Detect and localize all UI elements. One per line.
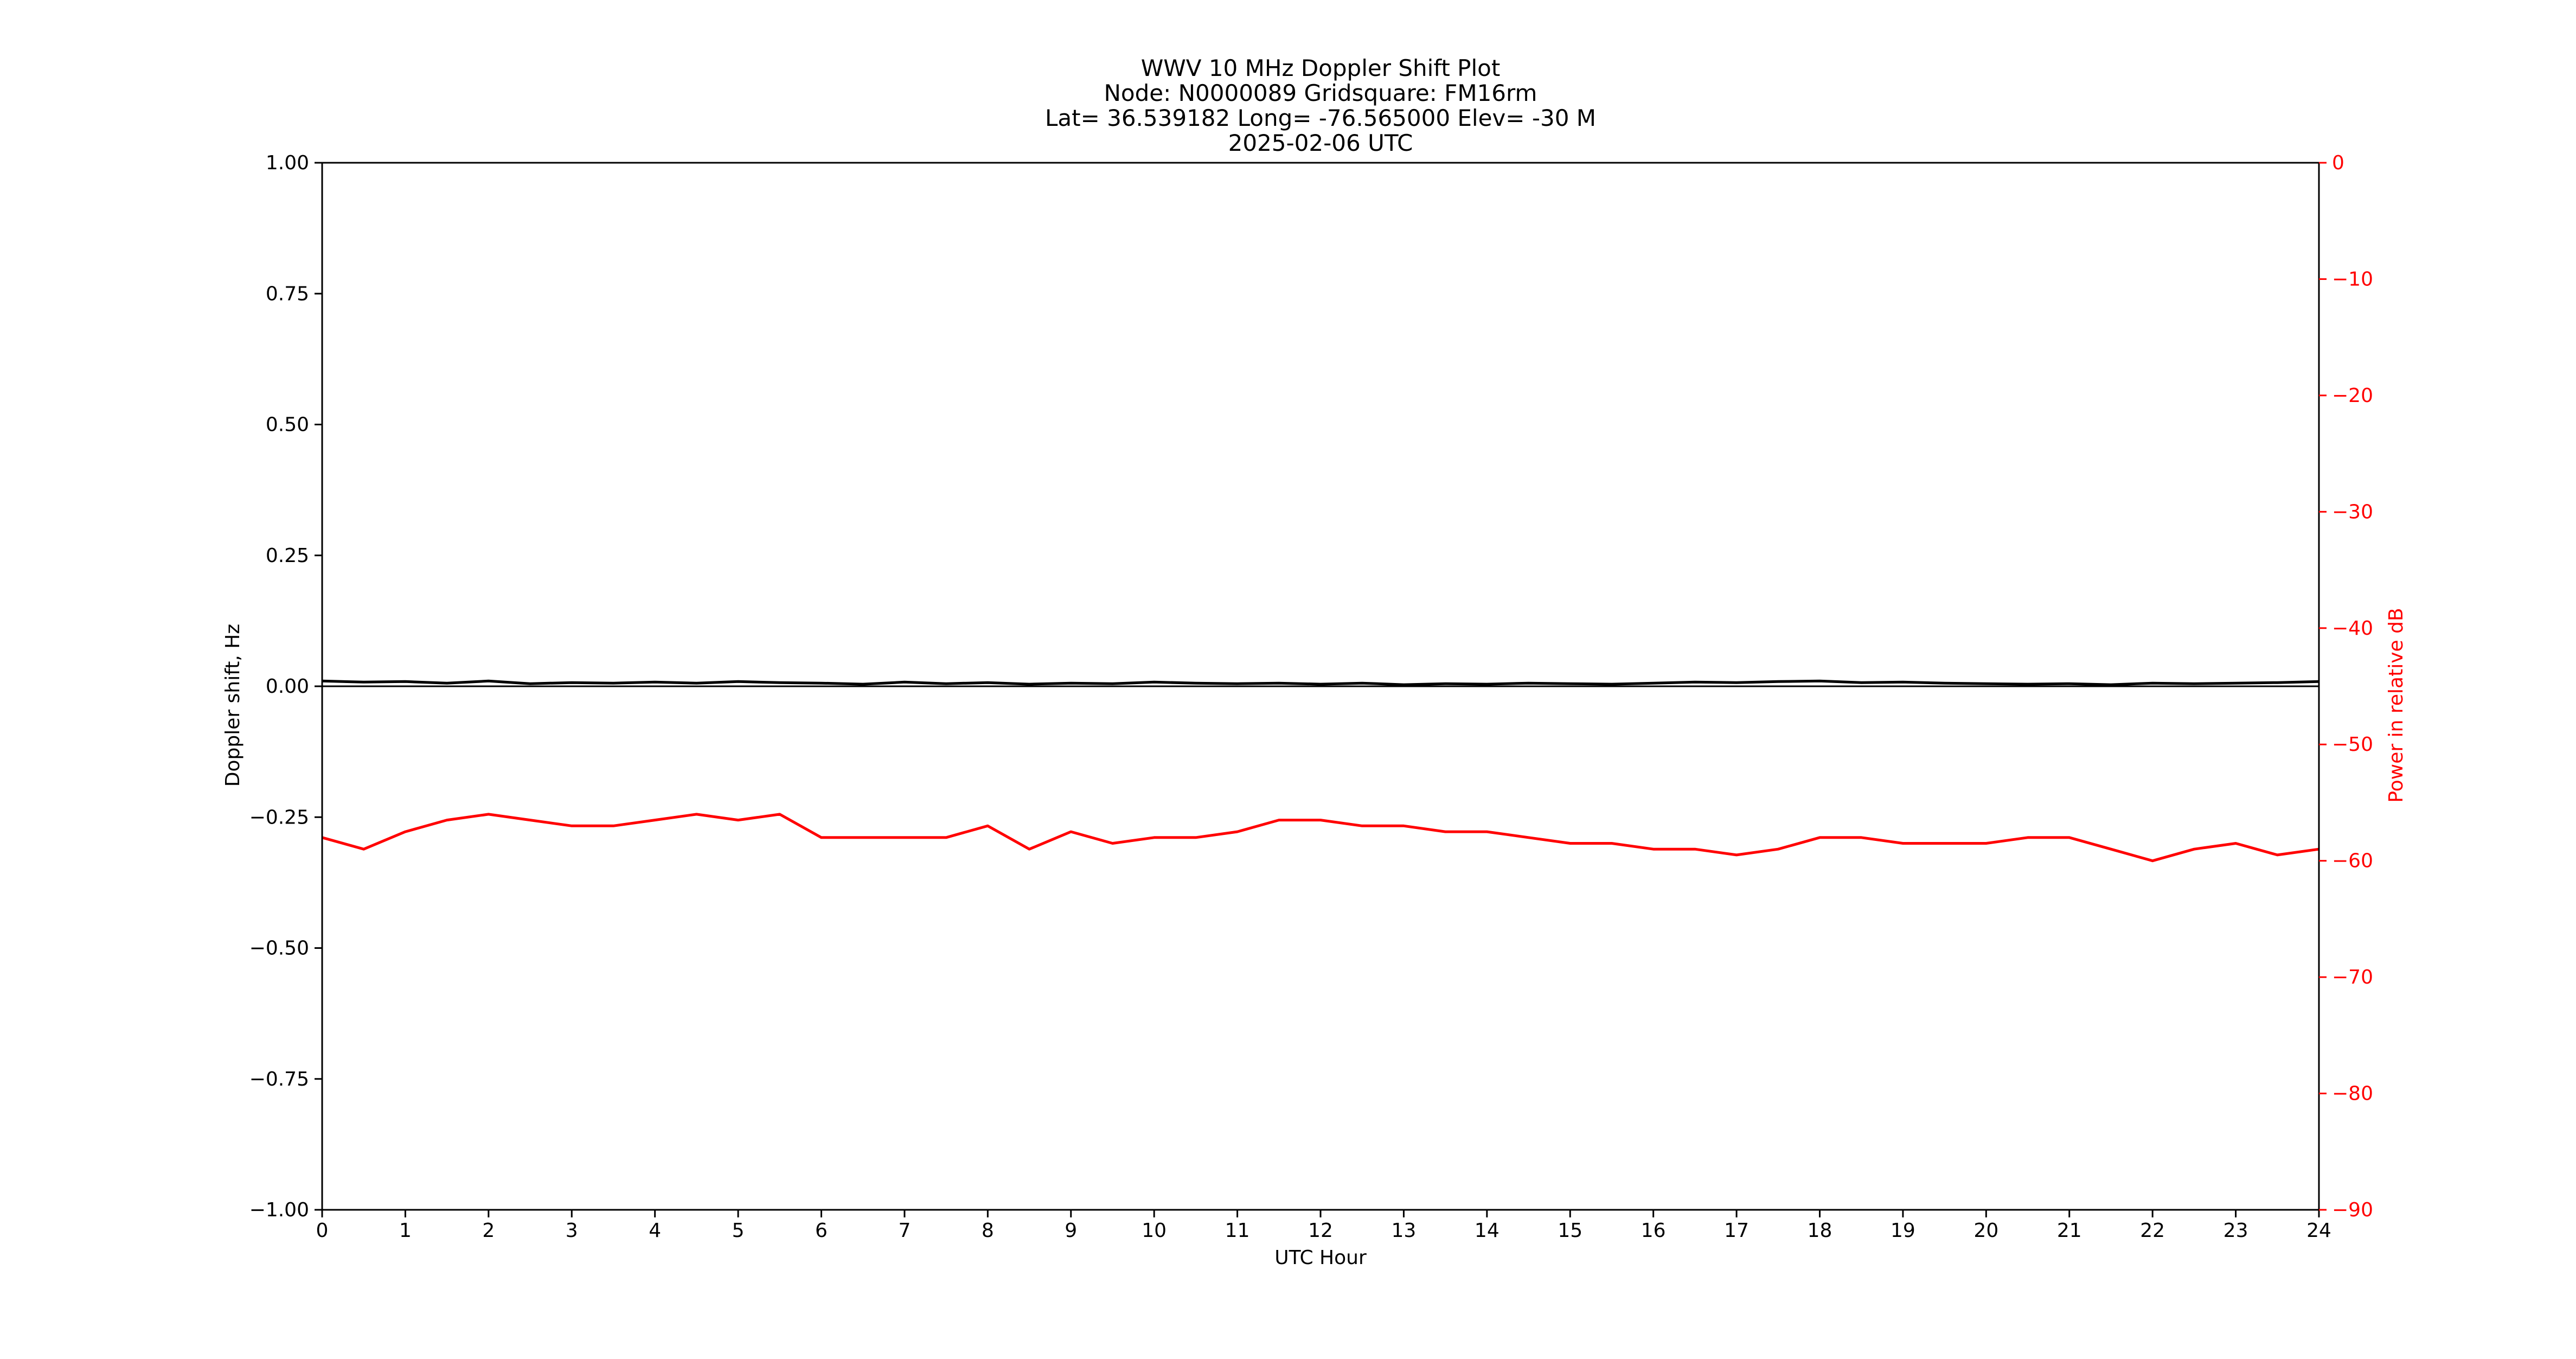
x-tick-label: 24 (2306, 1220, 2331, 1242)
y2-tick-label: −80 (2332, 1083, 2373, 1105)
chart-title: WWV 10 MHz Doppler Shift Plot Node: N000… (1045, 55, 1596, 156)
y2-tick-label: −30 (2332, 501, 2373, 523)
y2-tick-label: −60 (2332, 850, 2373, 872)
x-tick-label: 12 (1308, 1220, 1333, 1242)
power-series-line (322, 813, 2319, 863)
y2-tick-label: 0 (2332, 152, 2344, 174)
x-tick-label: 19 (1891, 1220, 1915, 1242)
x-tick-label: 4 (649, 1220, 661, 1242)
y2-tick-label: −10 (2332, 268, 2373, 290)
plot-area: 0 1 2 3 4 5 6 7 8 9 10 11 12 13 14 15 16 17 18 19 20 21 22 23 24… (249, 152, 2373, 1242)
x-tick-label: 1 (399, 1220, 412, 1242)
x-tick-label: 22 (2140, 1220, 2165, 1242)
x-tick-label: 16 (1641, 1220, 1666, 1242)
x-tick-label: 18 (1808, 1220, 1832, 1242)
x-tick-label: 6 (815, 1220, 828, 1242)
title-line-4: 2025-02-06 UTC (1228, 130, 1413, 156)
x-tick-label: 13 (1392, 1220, 1417, 1242)
x-tick-label: 8 (982, 1220, 994, 1242)
y2-tick-label: −40 (2332, 617, 2373, 640)
doppler-series-line (322, 679, 2319, 686)
y-tick-label: 0.25 (266, 545, 309, 567)
y-tick-label: −1.00 (249, 1199, 309, 1221)
y-tick-label: 0.50 (266, 414, 309, 436)
x-tick-label: 15 (1558, 1220, 1582, 1242)
y2-tick-label: −90 (2332, 1199, 2373, 1221)
y2-axis-label: Power in relative dB (2385, 608, 2407, 802)
x-tick-label: 10 (1142, 1220, 1167, 1242)
title-line-2: Node: N0000089 Gridsquare: FM16rm (1104, 80, 1537, 106)
y-tick-label: −0.75 (249, 1068, 309, 1090)
x-tick-label: 2 (482, 1220, 495, 1242)
y-axis-label: Doppler shift, Hz (222, 624, 244, 787)
x-tick-label: 21 (2057, 1220, 2082, 1242)
y-tick-label: 0.00 (266, 675, 309, 698)
y-tick-label: −0.25 (249, 806, 309, 828)
x-tick-label: 5 (732, 1220, 745, 1242)
x-tick-label: 3 (566, 1220, 578, 1242)
y2-tick-label: −20 (2332, 385, 2373, 407)
y2-tick-label: −70 (2332, 966, 2373, 988)
x-tick-label: 20 (1973, 1220, 1998, 1242)
x-tick-label: 23 (2223, 1220, 2248, 1242)
y-tick-label: 0.75 (266, 283, 309, 305)
y-tick-label: 1.00 (266, 152, 309, 174)
y-tick-label: −0.50 (249, 937, 309, 960)
x-tick-label: 9 (1065, 1220, 1077, 1242)
x-tick-label: 17 (1724, 1220, 1749, 1242)
x-tick-label: 14 (1475, 1220, 1500, 1242)
x-tick-label: 7 (898, 1220, 911, 1242)
x-tick-label: 11 (1225, 1220, 1250, 1242)
x-axis-label: UTC Hour (1274, 1247, 1367, 1269)
title-line-3: Lat= 36.539182 Long= -76.565000 Elev= -3… (1045, 105, 1596, 131)
x-tick-label: 0 (316, 1220, 329, 1242)
title-line-1: WWV 10 MHz Doppler Shift Plot (1141, 55, 1501, 81)
y2-tick-label: −50 (2332, 733, 2373, 756)
